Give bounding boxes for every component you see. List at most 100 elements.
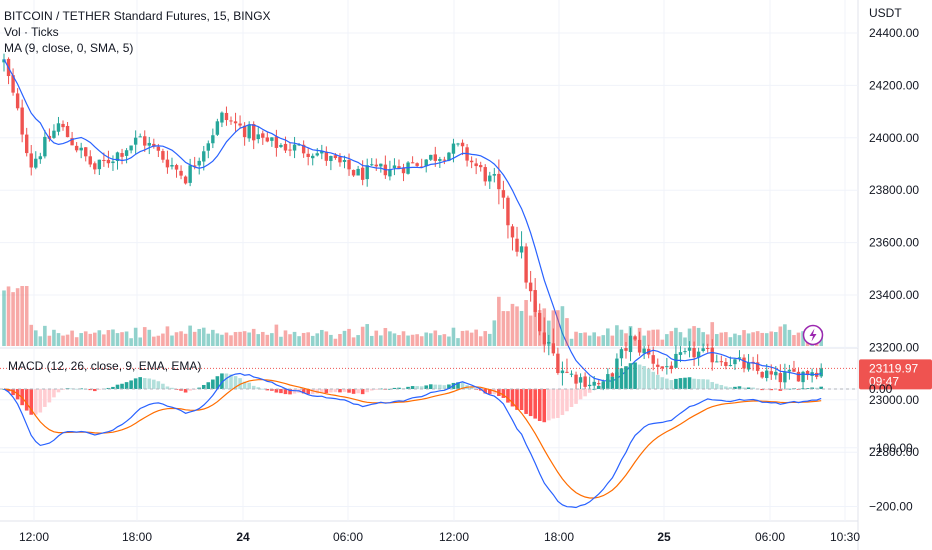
candle-body	[769, 371, 773, 375]
macd-hist-bar	[260, 388, 265, 390]
macd-hist-bar	[165, 386, 170, 389]
macd-hist-bar	[547, 389, 551, 421]
volume-bar	[410, 334, 415, 346]
volume-bar	[655, 329, 660, 346]
macd-hist-bar	[120, 383, 124, 389]
volume-bar	[2, 290, 6, 346]
macd-hist-bar	[270, 389, 274, 391]
volume-bar	[510, 303, 515, 346]
volume-bar	[360, 326, 365, 346]
volume-bar	[324, 331, 329, 346]
macd-hist-bar	[274, 389, 279, 393]
volume-bar	[379, 335, 383, 346]
macd-hist-bar	[256, 387, 261, 389]
candle-body	[460, 142, 465, 147]
volume-bar	[247, 332, 251, 346]
macd-hist-bar	[374, 389, 379, 390]
candle-body	[143, 136, 147, 146]
candle-body	[247, 125, 251, 139]
candle-body	[578, 377, 583, 383]
volume-bar	[651, 329, 656, 346]
candle-body	[333, 155, 338, 159]
volume-bar	[719, 332, 724, 346]
candle-body	[11, 75, 15, 93]
candle-body	[528, 282, 533, 292]
macd-hist-bar	[578, 389, 583, 400]
volume-bar	[515, 306, 519, 346]
macd-hist-bar	[360, 389, 365, 395]
candle-body	[315, 153, 319, 156]
macd-hist-bar	[742, 387, 746, 389]
macd-hist-bar	[483, 389, 488, 394]
volume-bar	[333, 338, 338, 346]
volume-bar	[705, 334, 710, 346]
volume-bar	[29, 324, 34, 346]
candle-body	[483, 167, 487, 182]
candle-body	[805, 370, 810, 376]
candle-body	[329, 155, 333, 162]
volume-bar	[519, 310, 524, 346]
candle-body	[306, 153, 310, 157]
volume-bar	[52, 329, 56, 346]
volume-bar	[792, 335, 796, 346]
macd-hist-bar	[542, 389, 547, 423]
volume-bar	[61, 335, 65, 346]
macd-hist-bar	[510, 389, 515, 407]
volume-bar	[97, 330, 102, 346]
volume-bar	[342, 330, 347, 346]
volume-bar	[142, 327, 147, 346]
volume-bar	[229, 335, 233, 346]
candle-body	[170, 165, 174, 167]
candle-body	[433, 154, 437, 161]
candle-body	[665, 366, 669, 368]
candle-body	[692, 347, 696, 358]
volume-bar	[133, 327, 138, 346]
volume-bar	[256, 334, 261, 346]
macd-hist-bar	[674, 378, 678, 389]
macd-hist-bar	[11, 389, 15, 396]
macd-hist-bar	[324, 389, 329, 394]
macd-hist-bar	[615, 372, 619, 389]
macd-hist-bar	[215, 376, 220, 389]
volume-bar	[742, 330, 746, 346]
macd-hist-bar	[279, 389, 283, 394]
volume-bar	[710, 322, 715, 346]
macd-hist-bar	[574, 389, 578, 404]
candle-body	[133, 137, 138, 145]
candle-body	[34, 158, 38, 168]
volume-bar	[415, 334, 419, 346]
macd-axis-tick: −100.00	[869, 441, 913, 455]
candle-body	[183, 176, 188, 184]
macd-hist-bar	[601, 382, 606, 389]
candle-body	[569, 373, 574, 375]
volume-bar	[596, 336, 601, 346]
candle-body	[597, 383, 601, 385]
candle-body	[778, 373, 783, 383]
macd-hist-bar	[229, 374, 233, 389]
volume-bar	[796, 332, 801, 346]
symbol-title[interactable]: BITCOIN / TETHER Standard Futures, 15, B…	[4, 9, 271, 23]
volume-legend-label[interactable]: Vol · Ticks	[4, 25, 59, 39]
candle-body	[706, 347, 710, 349]
macd-hist-bar	[56, 389, 61, 393]
volume-bar	[642, 335, 646, 346]
candle-body	[701, 348, 705, 352]
ma-legend-label[interactable]: MA (9, close, 0, SMA, 5)	[4, 41, 134, 55]
lightning-icon[interactable]	[802, 324, 824, 346]
volume-bar	[152, 336, 156, 346]
macd-hist-bar	[347, 389, 351, 393]
volume-bar	[469, 332, 474, 346]
last-price-value: 23119.97	[869, 361, 918, 375]
volume-bar	[501, 311, 506, 346]
macd-hist-bar	[628, 363, 633, 389]
volume-bar	[115, 333, 120, 346]
macd-hist-bar	[410, 386, 415, 389]
macd-hist-bar	[551, 389, 556, 419]
macd-hist-bar	[188, 389, 192, 391]
volume-bar	[601, 335, 606, 346]
macd-legend-label[interactable]: MACD (12, 26, close, 9, EMA, EMA)	[8, 359, 202, 373]
macd-hist-bar	[596, 385, 601, 389]
macd-hist-bar	[724, 386, 728, 389]
